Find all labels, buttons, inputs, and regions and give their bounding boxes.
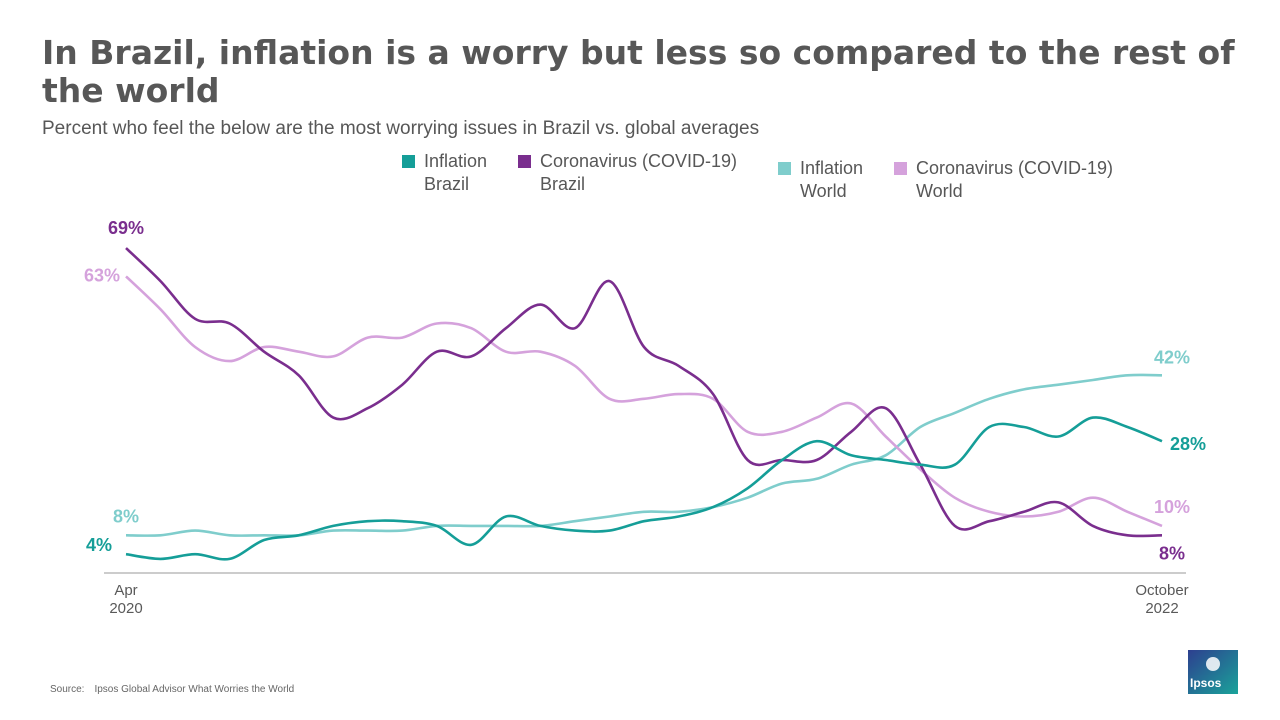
data-label-inflation-brazil-end: 28% <box>1170 434 1206 454</box>
ipsos-logo-text: Ipsos <box>1190 676 1222 690</box>
data-label-covid-brazil-start: 69% <box>108 218 144 238</box>
data-label-inflation-world-end: 42% <box>1154 347 1190 367</box>
series-line-inflation-brazil <box>125 416 1163 561</box>
data-label-covid-world-end: 10% <box>1154 497 1190 517</box>
source-label: Source: <box>50 684 85 695</box>
legend-swatch-covid-brazil <box>518 155 531 168</box>
data-label-covid-world-start: 63% <box>84 265 120 285</box>
ipsos-logo <box>1188 650 1238 694</box>
legend-item-inflation-brazil: Inflation Brazil <box>402 150 487 196</box>
legend-label-inflation-brazil: Inflation Brazil <box>424 151 488 194</box>
data-label-inflation-world-start: 8% <box>113 506 139 526</box>
chart-title: In Brazil, inflation is a worry but less… <box>42 33 1235 110</box>
source-note: Source: Ipsos Global Advisor What Worries… <box>50 684 294 695</box>
legend-item-covid-world: Coronavirus (COVID-19) World <box>894 157 1113 203</box>
series-layer <box>125 247 1163 561</box>
legend-label-inflation-world: Inflation World <box>800 158 864 201</box>
legend-item-inflation-world: Inflation World <box>778 157 863 203</box>
legend-swatch-inflation-world <box>778 162 791 175</box>
data-label-covid-brazil-end: 8% <box>1159 543 1185 563</box>
legend-swatch-inflation-brazil <box>402 155 415 168</box>
series-line-covid-world <box>125 275 1163 528</box>
legend-label-covid-brazil: Coronavirus (COVID-19) Brazil <box>540 151 738 194</box>
legend-swatch-covid-world <box>894 162 907 175</box>
legend-item-covid-brazil: Coronavirus (COVID-19) Brazil <box>518 150 737 196</box>
series-line-covid-brazil <box>125 247 1163 538</box>
x-tick-start: Apr 2020 <box>109 582 142 617</box>
legend-label-covid-world: Coronavirus (COVID-19) World <box>916 158 1114 201</box>
data-label-inflation-brazil-start: 4% <box>86 535 112 555</box>
x-tick-end: October 2022 <box>1135 582 1188 617</box>
chart-subtitle: Percent who feel the below are the most … <box>42 118 760 139</box>
label-layer: 4% 28% 69% 8% 8% 42% 63% 10% <box>84 218 1206 563</box>
source-text: Ipsos Global Advisor What Worries the Wo… <box>94 684 295 695</box>
